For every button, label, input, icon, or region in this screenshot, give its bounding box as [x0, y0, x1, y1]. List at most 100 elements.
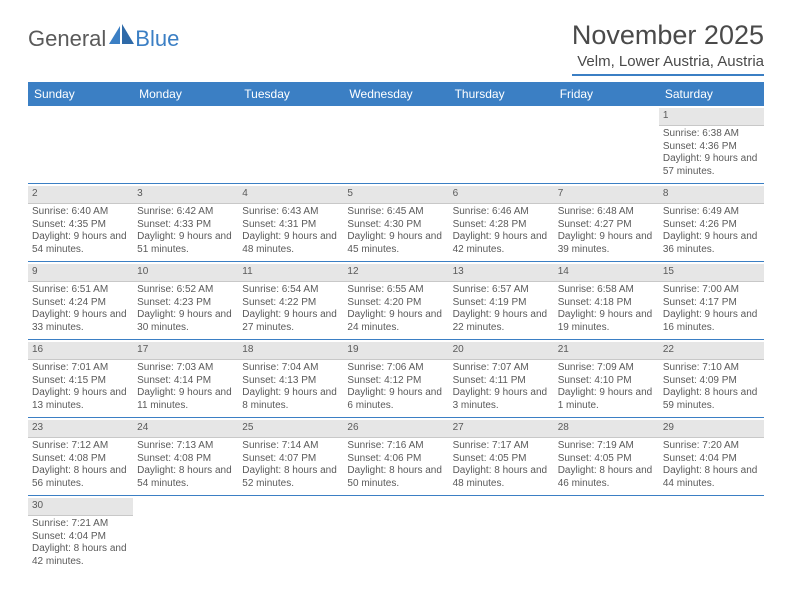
day-number: 23 [28, 420, 133, 438]
sunrise-text: Sunrise: 7:01 AM [32, 362, 129, 375]
daylight-text: Daylight: 9 hours and 19 minutes. [558, 309, 655, 335]
day-number: 2 [28, 186, 133, 204]
daylight-text: Daylight: 9 hours and 57 minutes. [663, 153, 760, 179]
week-row: 30Sunrise: 7:21 AMSunset: 4:04 PMDayligh… [28, 496, 764, 573]
day-cell: 14Sunrise: 6:58 AMSunset: 4:18 PMDayligh… [554, 262, 659, 339]
day-cell: 7Sunrise: 6:48 AMSunset: 4:27 PMDaylight… [554, 184, 659, 261]
dow-cell: Wednesday [343, 82, 448, 106]
sunset-text: Sunset: 4:24 PM [32, 297, 129, 310]
page: General Blue November 2025 Velm, Lower A… [0, 0, 792, 593]
day-cell: 8Sunrise: 6:49 AMSunset: 4:26 PMDaylight… [659, 184, 764, 261]
daylight-text: Daylight: 8 hours and 52 minutes. [242, 465, 339, 491]
week-row: 9Sunrise: 6:51 AMSunset: 4:24 PMDaylight… [28, 262, 764, 340]
sunset-text: Sunset: 4:04 PM [32, 531, 129, 544]
sunrise-text: Sunrise: 7:21 AM [32, 518, 129, 531]
sunset-text: Sunset: 4:12 PM [347, 375, 444, 388]
daylight-text: Daylight: 9 hours and 16 minutes. [663, 309, 760, 335]
day-cell: 6Sunrise: 6:46 AMSunset: 4:28 PMDaylight… [449, 184, 554, 261]
empty-cell [554, 496, 659, 573]
sunset-text: Sunset: 4:20 PM [347, 297, 444, 310]
sunset-text: Sunset: 4:18 PM [558, 297, 655, 310]
week-row: 1Sunrise: 6:38 AMSunset: 4:36 PMDaylight… [28, 106, 764, 184]
daylight-text: Daylight: 9 hours and 48 minutes. [242, 231, 339, 257]
day-number: 7 [554, 186, 659, 204]
daylight-text: Daylight: 9 hours and 11 minutes. [137, 387, 234, 413]
logo-sail-icon [109, 24, 135, 46]
dow-cell: Saturday [659, 82, 764, 106]
sunrise-text: Sunrise: 7:00 AM [663, 284, 760, 297]
daylight-text: Daylight: 9 hours and 33 minutes. [32, 309, 129, 335]
daylight-text: Daylight: 9 hours and 45 minutes. [347, 231, 444, 257]
day-cell: 11Sunrise: 6:54 AMSunset: 4:22 PMDayligh… [238, 262, 343, 339]
sunset-text: Sunset: 4:07 PM [242, 453, 339, 466]
sunset-text: Sunset: 4:14 PM [137, 375, 234, 388]
week-row: 16Sunrise: 7:01 AMSunset: 4:15 PMDayligh… [28, 340, 764, 418]
day-cell: 2Sunrise: 6:40 AMSunset: 4:35 PMDaylight… [28, 184, 133, 261]
day-number: 20 [449, 342, 554, 360]
sunrise-text: Sunrise: 6:38 AM [663, 128, 760, 141]
sunrise-text: Sunrise: 7:20 AM [663, 440, 760, 453]
empty-cell [343, 496, 448, 573]
daylight-text: Daylight: 9 hours and 51 minutes. [137, 231, 234, 257]
logo-text-general: General [28, 26, 106, 52]
empty-cell [659, 496, 764, 573]
week-row: 2 Sunrise: 6:40 AMSunset: 4:35 PM Daylight… [28, 184, 764, 262]
day-number: 12 [343, 264, 448, 282]
day-cell: 19Sunrise: 7:06 AMSunset: 4:12 PMDayligh… [343, 340, 448, 417]
sunset-text: Sunset: 4:35 PM [32, 219, 129, 232]
daylight-text: Daylight: 9 hours and 13 minutes. [32, 387, 129, 413]
dow-cell: Sunday [28, 82, 133, 106]
day-cell: 5 Sunrise: 6:45 AMSunset: 4:30 PMDaylight… [343, 184, 448, 261]
dow-cell: Tuesday [238, 82, 343, 106]
day-number: 5 [343, 186, 448, 204]
sunset-text: Sunset: 4:13 PM [242, 375, 339, 388]
sunset-text: Sunset: 4:09 PM [663, 375, 760, 388]
day-number: 1 [659, 108, 764, 126]
sunrise-text: Sunrise: 7:13 AM [137, 440, 234, 453]
day-cell: 30Sunrise: 7:21 AMSunset: 4:04 PMDayligh… [28, 496, 133, 573]
title-block: November 2025 Velm, Lower Austria, Austr… [572, 20, 764, 76]
day-cell: 13Sunrise: 6:57 AMSunset: 4:19 PMDayligh… [449, 262, 554, 339]
header: General Blue November 2025 Velm, Lower A… [28, 20, 764, 76]
day-number: 16 [28, 342, 133, 360]
daylight-text: Daylight: 8 hours and 54 minutes. [137, 465, 234, 491]
sunrise-text: Sunrise: 7:09 AM [558, 362, 655, 375]
sunset-text: Sunset: 4:27 PM [558, 219, 655, 232]
day-number: 8 [659, 186, 764, 204]
empty-cell [133, 106, 238, 183]
sunset-text: Sunset: 4:28 PM [453, 219, 550, 232]
day-cell: 18Sunrise: 7:04 AMSunset: 4:13 PMDayligh… [238, 340, 343, 417]
day-number: 17 [133, 342, 238, 360]
day-number: 29 [659, 420, 764, 438]
day-number: 15 [659, 264, 764, 282]
day-cell: 3Sunrise: 6:42 AMSunset: 4:33 PMDaylight… [133, 184, 238, 261]
empty-cell [28, 106, 133, 183]
daylight-text: Daylight: 9 hours and 30 minutes. [137, 309, 234, 335]
day-cell: 12Sunrise: 6:55 AMSunset: 4:20 PMDayligh… [343, 262, 448, 339]
sunrise-text: Sunrise: 7:07 AM [453, 362, 550, 375]
sunset-text: Sunset: 4:05 PM [453, 453, 550, 466]
empty-cell [133, 496, 238, 573]
day-cell: 4Sunrise: 6:43 AMSunset: 4:31 PMDaylight… [238, 184, 343, 261]
sunrise-text: Sunrise: 6:49 AM [663, 206, 760, 219]
day-cell: 23Sunrise: 7:12 AMSunset: 4:08 PMDayligh… [28, 418, 133, 495]
sunrise-text: Sunrise: 6:52 AM [137, 284, 234, 297]
sunrise-text: Sunrise: 7:17 AM [453, 440, 550, 453]
sunset-text: Sunset: 4:30 PM [347, 219, 444, 232]
sunrise-text: Sunrise: 6:45 AM [347, 206, 444, 219]
day-cell: 29Sunrise: 7:20 AMSunset: 4:04 PMDayligh… [659, 418, 764, 495]
day-number: 19 [343, 342, 448, 360]
daylight-text: Daylight: 8 hours and 56 minutes. [32, 465, 129, 491]
sunset-text: Sunset: 4:15 PM [32, 375, 129, 388]
sunrise-text: Sunrise: 7:19 AM [558, 440, 655, 453]
empty-cell [554, 106, 659, 183]
sunrise-text: Sunrise: 7:10 AM [663, 362, 760, 375]
day-cell: 10Sunrise: 6:52 AMSunset: 4:23 PMDayligh… [133, 262, 238, 339]
daylight-text: Daylight: 8 hours and 46 minutes. [558, 465, 655, 491]
sunrise-text: Sunrise: 6:40 AM [32, 206, 129, 219]
sunset-text: Sunset: 4:33 PM [137, 219, 234, 232]
sunrise-text: Sunrise: 6:43 AM [242, 206, 339, 219]
day-number: 27 [449, 420, 554, 438]
day-number: 14 [554, 264, 659, 282]
weeks-container: 1Sunrise: 6:38 AMSunset: 4:36 PMDaylight… [28, 106, 764, 573]
